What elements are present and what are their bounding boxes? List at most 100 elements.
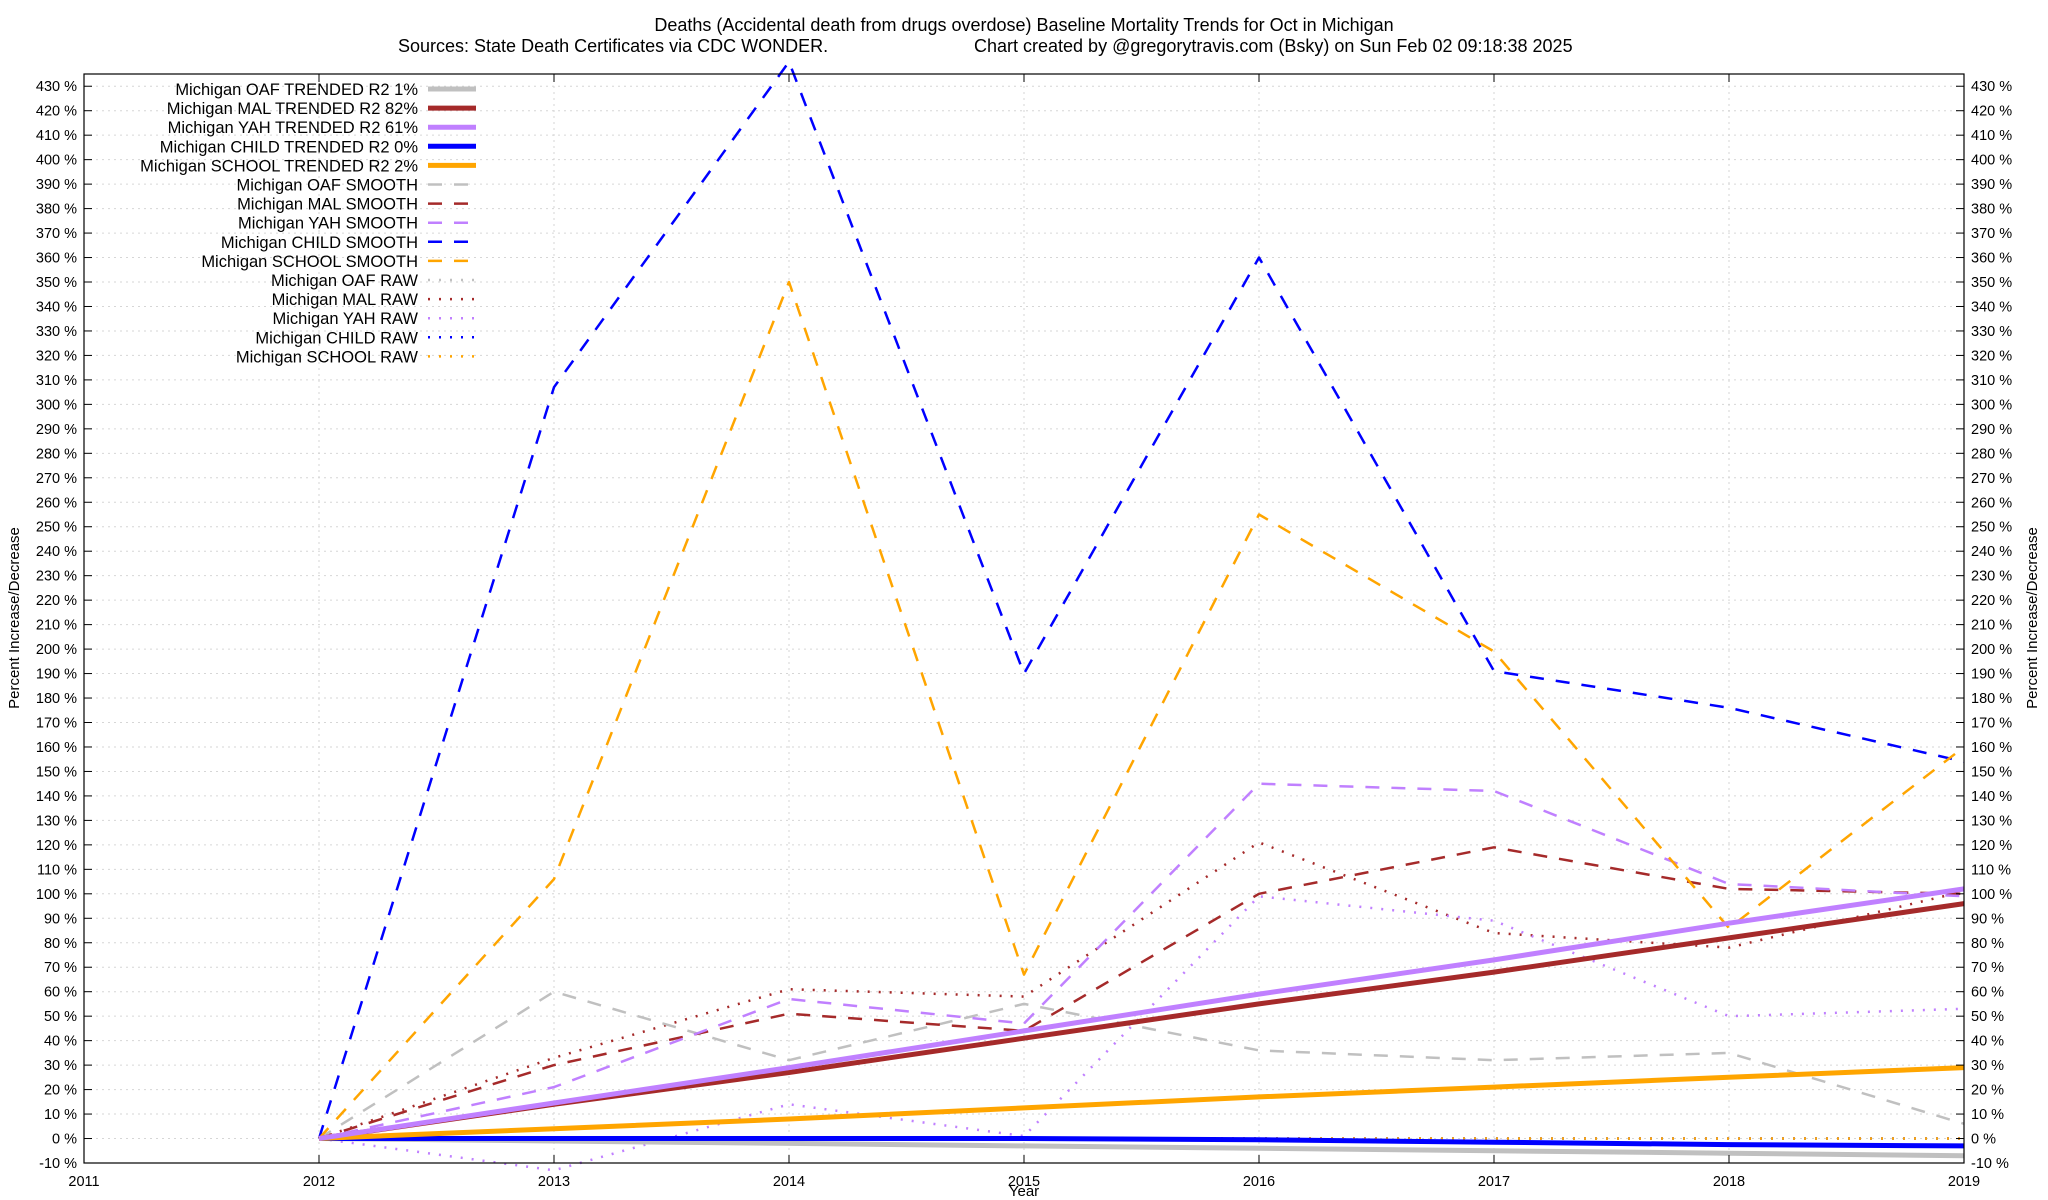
y-tick-label-left: 250 %	[36, 520, 77, 536]
y-tick-label-right: 430 %	[1971, 79, 2012, 95]
y-tick-label-right: 280 %	[1971, 446, 2012, 462]
chart-sources: Sources: State Death Certificates via CD…	[398, 36, 828, 56]
legend-label-3: Michigan CHILD TRENDED R2 0%	[160, 138, 419, 156]
y-tick-label-right: 340 %	[1971, 299, 2012, 315]
y-tick-label-right: 290 %	[1971, 422, 2012, 438]
y-tick-label-right: 300 %	[1971, 397, 2012, 413]
y-tick-label-left: 0 %	[52, 1132, 77, 1148]
legend-label-0: Michigan OAF TRENDED R2 1%	[175, 81, 418, 99]
y-tick-label-right: 410 %	[1971, 128, 2012, 144]
x-tick-label: 2013	[538, 1174, 570, 1190]
y-tick-label-left: 210 %	[36, 618, 77, 634]
legend-label-8: Michigan CHILD SMOOTH	[221, 234, 418, 252]
y-tick-label-right: 110 %	[1971, 862, 2011, 878]
y-tick-label-right: 400 %	[1971, 153, 2012, 169]
y-tick-label-right: 30 %	[1971, 1058, 2004, 1074]
y-tick-label-left: 150 %	[36, 764, 77, 780]
y-tick-label-left: 50 %	[44, 1009, 77, 1025]
y-tick-label-left: 360 %	[36, 251, 77, 267]
y-tick-label-left: 410 %	[36, 128, 77, 144]
series-line-5	[318, 990, 1965, 1140]
y-tick-label-right: 120 %	[1971, 838, 2012, 854]
y-tick-label-left: 380 %	[36, 202, 77, 218]
x-tick-label: 2018	[1713, 1174, 1745, 1190]
y-tick-label-right: 170 %	[1971, 716, 2012, 732]
series-line-6	[318, 846, 1965, 1140]
y-tick-label-right: 200 %	[1971, 642, 2012, 658]
y-tick-label-left: 60 %	[44, 985, 77, 1001]
y-tick-label-right: 310 %	[1971, 373, 2012, 389]
y-tick-label-left: 220 %	[36, 593, 77, 609]
y-tick-label-right: 130 %	[1971, 813, 2012, 829]
x-axis-label: Year	[1009, 1183, 1039, 1200]
legend-label-6: Michigan MAL SMOOTH	[237, 196, 418, 214]
y-tick-label-left: 120 %	[36, 838, 77, 854]
y-tick-label-right: 360 %	[1971, 251, 2012, 267]
y-axis-label-right: Percent Increase/Decrease	[2024, 527, 2041, 709]
y-tick-label-right: 330 %	[1971, 324, 2012, 340]
y-tick-label-left: 100 %	[36, 887, 77, 903]
y-tick-label-right: 260 %	[1971, 495, 2012, 511]
y-tick-label-left: -10 %	[39, 1156, 77, 1172]
y-tick-label-left: 190 %	[36, 667, 77, 683]
y-tick-label-right: 370 %	[1971, 226, 2012, 242]
y-tick-label-left: 340 %	[36, 299, 77, 315]
y-tick-label-left: 160 %	[36, 740, 77, 756]
legend-label-14: Michigan SCHOOL RAW	[236, 348, 419, 366]
y-tick-label-left: 350 %	[36, 275, 77, 291]
y-tick-label-left: 320 %	[36, 348, 77, 364]
y-tick-label-right: 40 %	[1971, 1034, 2004, 1050]
y-tick-label-left: 430 %	[36, 79, 77, 95]
chart-credit: Chart created by @gregorytravis.com (Bsk…	[974, 36, 1573, 56]
x-tick-label: 2019	[1948, 1174, 1980, 1190]
y-tick-label-left: 130 %	[36, 813, 77, 829]
legend-label-13: Michigan CHILD RAW	[255, 329, 418, 347]
y-tick-label-left: 260 %	[36, 495, 77, 511]
grid-lines	[83, 74, 1965, 1164]
x-tick-label: 2015	[1008, 1174, 1040, 1190]
legend-label-12: Michigan YAH RAW	[273, 310, 419, 328]
axis-ticks: -10 % -10 % 0 % 0 % 10 % 10 % 20 % 20 % 30 % 30 %…	[36, 74, 2012, 1190]
series-line-7	[318, 782, 1965, 1140]
series-line-3	[319, 1136, 1965, 1149]
y-tick-label-left: 370 %	[36, 226, 77, 242]
x-tick-label: 2016	[1243, 1174, 1275, 1190]
series-line-9	[318, 280, 1965, 1140]
series-line-4	[318, 1065, 1965, 1141]
y-tick-label-right: 140 %	[1971, 789, 2012, 805]
y-tick-label-right: -10 %	[1971, 1156, 2009, 1172]
legend-label-4: Michigan SCHOOL TRENDED R2 2%	[140, 157, 418, 175]
series-line-2	[318, 886, 1965, 1141]
y-tick-label-left: 310 %	[36, 373, 77, 389]
y-tick-label-right: 380 %	[1971, 202, 2012, 218]
y-tick-label-left: 10 %	[44, 1107, 77, 1123]
y-tick-label-left: 240 %	[36, 544, 77, 560]
y-tick-label-left: 90 %	[44, 911, 77, 927]
legend-label-5: Michigan OAF SMOOTH	[236, 177, 418, 195]
y-tick-label-left: 180 %	[36, 691, 77, 707]
y-tick-label-right: 320 %	[1971, 348, 2012, 364]
y-tick-label-right: 20 %	[1971, 1083, 2004, 1099]
y-tick-label-right: 0 %	[1971, 1132, 1996, 1148]
y-tick-label-left: 110 %	[37, 862, 77, 878]
legend-label-11: Michigan MAL RAW	[272, 291, 419, 309]
y-tick-label-left: 30 %	[44, 1058, 77, 1074]
x-tick-label: 2017	[1478, 1174, 1510, 1190]
y-tick-label-right: 210 %	[1971, 618, 2012, 634]
series-line-8	[317, 60, 1965, 1139]
y-tick-label-right: 350 %	[1971, 275, 2012, 291]
y-tick-label-right: 150 %	[1971, 764, 2012, 780]
y-tick-label-right: 50 %	[1971, 1009, 2004, 1025]
x-tick-label: 2011	[68, 1174, 99, 1190]
legend-label-9: Michigan SCHOOL SMOOTH	[201, 253, 418, 271]
y-tick-label-right: 390 %	[1971, 177, 2012, 193]
x-tick-label: 2014	[773, 1174, 805, 1190]
y-tick-label-left: 300 %	[36, 397, 77, 413]
y-tick-label-left: 230 %	[36, 569, 77, 585]
legend-label-2: Michigan YAH TRENDED R2 61%	[168, 119, 419, 137]
y-tick-label-right: 10 %	[1971, 1107, 2004, 1123]
chart-title: Deaths (Accidental death from drugs over…	[654, 15, 1393, 35]
y-tick-label-right: 220 %	[1971, 593, 2012, 609]
legend-label-10: Michigan OAF RAW	[271, 272, 418, 290]
